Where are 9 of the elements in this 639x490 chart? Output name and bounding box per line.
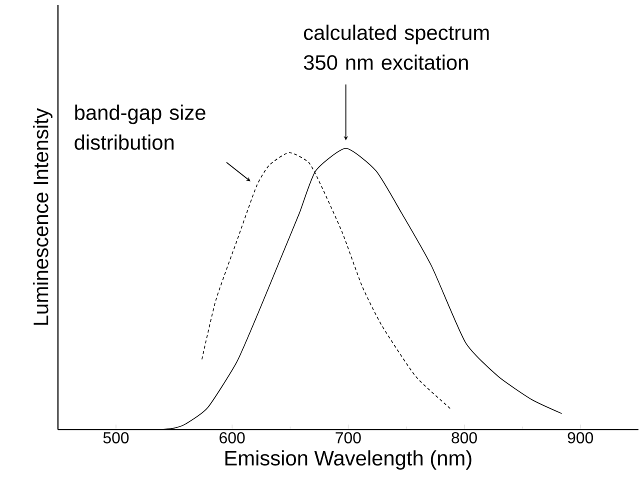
x-tick-label: 800 xyxy=(452,432,477,444)
x-axis-title: Emission Wavelength (nm) xyxy=(225,450,472,470)
annotation: band-gap size distribution xyxy=(74,104,206,150)
x-tick-label: 600 xyxy=(220,432,245,444)
x-tick-label: 900 xyxy=(568,432,594,444)
x-tick-label: 700 xyxy=(336,432,361,444)
text: calculated spectrum 350 nm excitation xyxy=(304,24,489,70)
y-axis-title: Luminescence Intensity xyxy=(32,108,52,326)
x-tick-label: 500 xyxy=(103,432,129,444)
